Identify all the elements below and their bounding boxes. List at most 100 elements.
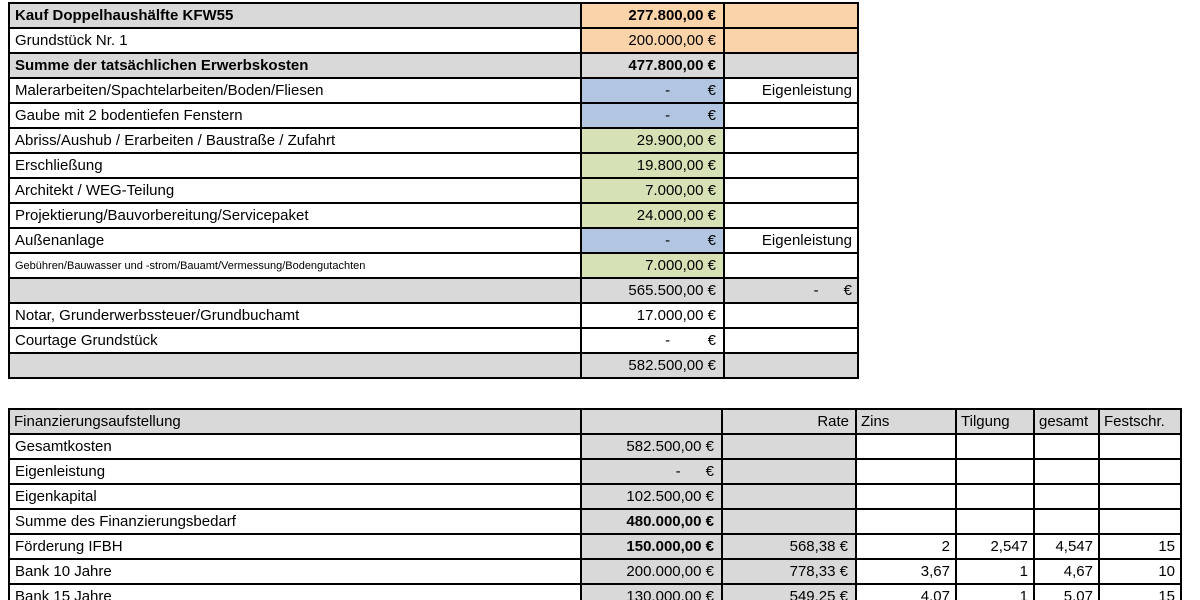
festschr-cell[interactable] — [1098, 483, 1182, 510]
amount-cell[interactable]: 200.000,00 € — [580, 27, 725, 54]
amount-cell[interactable]: 200.000,00 € — [580, 558, 723, 585]
amount-cell[interactable]: 277.800,00 € — [580, 2, 725, 29]
festschr-cell[interactable]: 10 — [1098, 558, 1182, 585]
rate-cell[interactable]: 778,33 € — [721, 558, 857, 585]
row-label-cell[interactable] — [8, 277, 582, 304]
zins-cell[interactable]: 2 — [855, 533, 957, 560]
festschr-cell[interactable] — [1098, 508, 1182, 535]
gesamt-cell[interactable]: 4,547 — [1033, 533, 1100, 560]
festschr-cell[interactable] — [1098, 433, 1182, 460]
amount-cell[interactable]: - € — [580, 327, 725, 354]
note-cell[interactable] — [723, 352, 859, 379]
header-festschr-cell[interactable]: Festschr. — [1098, 408, 1182, 435]
row-label-cell[interactable]: Eigenleistung — [8, 458, 582, 485]
amount-cell[interactable]: - € — [580, 102, 725, 129]
note-cell[interactable] — [723, 327, 859, 354]
note-cell[interactable] — [723, 302, 859, 329]
note-cell[interactable]: Eigenleistung — [723, 227, 859, 254]
header-title-cell[interactable]: Finanzierungsaufstellung — [8, 408, 582, 435]
amount-cell[interactable]: 102.500,00 € — [580, 483, 723, 510]
note-cell[interactable]: Eigenleistung — [723, 77, 859, 104]
note-cell[interactable] — [723, 177, 859, 204]
tilgung-cell[interactable] — [955, 458, 1035, 485]
rate-cell[interactable] — [721, 458, 857, 485]
amount-cell[interactable]: 480.000,00 € — [580, 508, 723, 535]
amount-cell[interactable]: 19.800,00 € — [580, 152, 725, 179]
gesamt-cell[interactable] — [1033, 508, 1100, 535]
amount-cell[interactable]: - € — [580, 77, 725, 104]
row-label-cell[interactable]: Abriss/Aushub / Erarbeiten / Baustraße /… — [8, 127, 582, 154]
row-label-cell[interactable]: Außenanlage — [8, 227, 582, 254]
row-label-cell[interactable]: Summe des Finanzierungsbedarf — [8, 508, 582, 535]
rate-cell[interactable] — [721, 483, 857, 510]
row-label-cell[interactable]: Gebühren/Bauwasser und -strom/Bauamt/Ver… — [8, 252, 582, 279]
amount-cell[interactable]: 7.000,00 € — [580, 252, 725, 279]
amount-cell[interactable]: - € — [580, 227, 725, 254]
amount-cell[interactable]: - € — [580, 458, 723, 485]
note-cell[interactable] — [723, 2, 859, 29]
row-label-cell[interactable]: Gaube mit 2 bodentiefen Fenstern — [8, 102, 582, 129]
amount-cell[interactable]: 565.500,00 € — [580, 277, 725, 304]
amount-cell[interactable]: 582.500,00 € — [580, 433, 723, 460]
row-label-cell[interactable]: Gesamtkosten — [8, 433, 582, 460]
note-cell[interactable] — [723, 52, 859, 79]
tilgung-cell[interactable]: 1 — [955, 558, 1035, 585]
header-rate-cell[interactable]: Rate — [721, 408, 857, 435]
header-zins-cell[interactable]: Zins — [855, 408, 957, 435]
zins-cell[interactable] — [855, 458, 957, 485]
row-label-cell[interactable]: Bank 15 Jahre — [8, 583, 582, 600]
zins-cell[interactable]: 4,07 — [855, 583, 957, 600]
gesamt-cell[interactable] — [1033, 458, 1100, 485]
row-label-cell[interactable]: Architekt / WEG-Teilung — [8, 177, 582, 204]
row-label-cell[interactable]: Summe der tatsächlichen Erwerbskosten — [8, 52, 582, 79]
zins-cell[interactable]: 3,67 — [855, 558, 957, 585]
amount-cell[interactable]: 7.000,00 € — [580, 177, 725, 204]
zins-cell[interactable] — [855, 433, 957, 460]
festschr-cell[interactable]: 15 — [1098, 583, 1182, 600]
gesamt-cell[interactable] — [1033, 433, 1100, 460]
row-label-cell[interactable]: Courtage Grundstück — [8, 327, 582, 354]
note-cell[interactable] — [723, 152, 859, 179]
row-label-cell[interactable]: Notar, Grunderwerbssteuer/Grundbuchamt — [8, 302, 582, 329]
header-tilgung-cell[interactable]: Tilgung — [955, 408, 1035, 435]
row-label-cell[interactable]: Projektierung/Bauvorbereitung/Servicepak… — [8, 202, 582, 229]
row-label-cell[interactable]: Förderung IFBH — [8, 533, 582, 560]
header-amount-cell[interactable] — [580, 408, 723, 435]
tilgung-cell[interactable] — [955, 508, 1035, 535]
row-label-cell[interactable]: Erschließung — [8, 152, 582, 179]
gesamt-cell[interactable]: 5,07 — [1033, 583, 1100, 600]
note-cell[interactable] — [723, 102, 859, 129]
amount-cell[interactable]: 150.000,00 € — [580, 533, 723, 560]
row-label-cell[interactable]: Grundstück Nr. 1 — [8, 27, 582, 54]
row-label-cell[interactable]: Eigenkapital — [8, 483, 582, 510]
note-cell[interactable] — [723, 127, 859, 154]
gesamt-cell[interactable]: 4,67 — [1033, 558, 1100, 585]
rate-cell[interactable] — [721, 433, 857, 460]
rate-cell[interactable] — [721, 508, 857, 535]
row-label-cell[interactable]: Bank 10 Jahre — [8, 558, 582, 585]
festschr-cell[interactable] — [1098, 458, 1182, 485]
amount-cell[interactable]: 477.800,00 € — [580, 52, 725, 79]
note-cell[interactable] — [723, 27, 859, 54]
zins-cell[interactable] — [855, 508, 957, 535]
note-cell[interactable] — [723, 252, 859, 279]
festschr-cell[interactable]: 15 — [1098, 533, 1182, 560]
row-label-cell[interactable]: Kauf Doppelhaushälfte KFW55 — [8, 2, 582, 29]
note-cell[interactable] — [723, 202, 859, 229]
gesamt-cell[interactable] — [1033, 483, 1100, 510]
tilgung-cell[interactable]: 2,547 — [955, 533, 1035, 560]
amount-cell[interactable]: 130.000,00 € — [580, 583, 723, 600]
tilgung-cell[interactable] — [955, 433, 1035, 460]
tilgung-cell[interactable] — [955, 483, 1035, 510]
amount-cell[interactable]: 24.000,00 € — [580, 202, 725, 229]
row-label-cell[interactable]: Malerarbeiten/Spachtelarbeiten/Boden/Fli… — [8, 77, 582, 104]
note-cell[interactable]: - € — [723, 277, 859, 304]
rate-cell[interactable]: 568,38 € — [721, 533, 857, 560]
zins-cell[interactable] — [855, 483, 957, 510]
header-gesamt-cell[interactable]: gesamt — [1033, 408, 1100, 435]
amount-cell[interactable]: 17.000,00 € — [580, 302, 725, 329]
rate-cell[interactable]: 549,25 € — [721, 583, 857, 600]
tilgung-cell[interactable]: 1 — [955, 583, 1035, 600]
amount-cell[interactable]: 582.500,00 € — [580, 352, 725, 379]
row-label-cell[interactable] — [8, 352, 582, 379]
